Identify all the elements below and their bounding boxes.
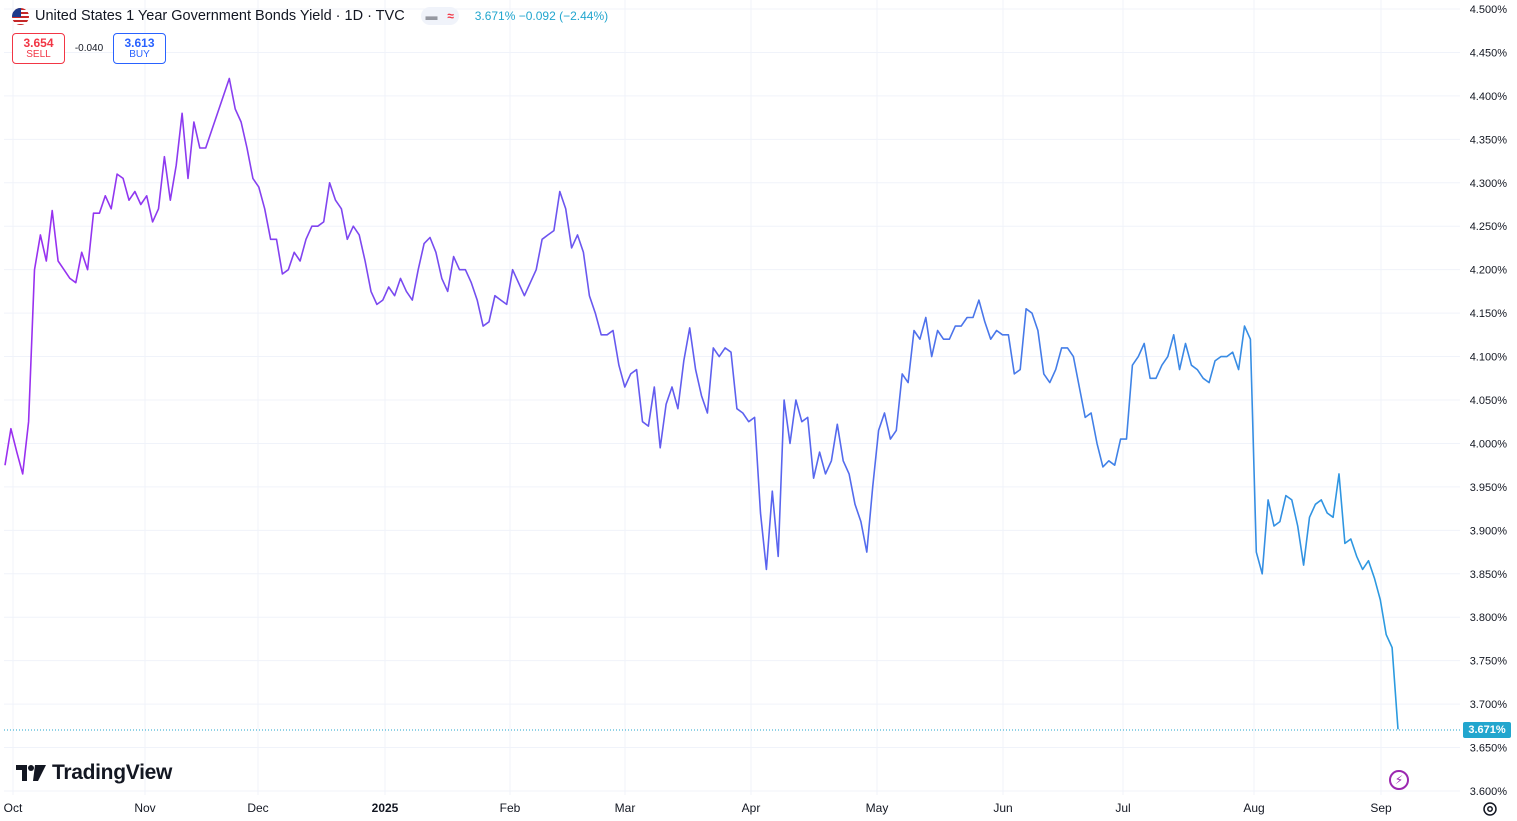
y-tick-label: 3.600% [1470, 786, 1508, 798]
x-tick-label: Apr [742, 801, 761, 815]
x-axis[interactable]: Oct Nov Dec 2025 Feb Mar Apr May Jun Jul Aug Sep [4, 801, 1392, 815]
y-tick-label: 4.400% [1470, 91, 1508, 103]
x-tick-label: Jun [993, 801, 1012, 815]
y-tick-label: 3.750% [1470, 656, 1508, 668]
equal-icon: ▬ [425, 9, 438, 23]
y-tick-label: 4.050% [1470, 395, 1508, 407]
x-tick-label: Oct [4, 801, 23, 815]
y-tick-label: 4.450% [1470, 47, 1508, 59]
y-tick-label: 3.900% [1470, 525, 1508, 537]
last-price-label: 3.671% [1463, 722, 1511, 738]
x-tick-label: Sep [1370, 801, 1392, 815]
y-tick-label: 3.950% [1470, 482, 1508, 494]
x-tick-label: Nov [134, 801, 155, 815]
tradingview-logo-icon [16, 765, 46, 781]
y-tick-label: 4.300% [1470, 178, 1508, 190]
approx-icon: ≈ [447, 9, 454, 23]
x-tick-label: Mar [615, 801, 636, 815]
series-line [4, 77, 1399, 730]
tradingview-logo[interactable]: TradingView [16, 761, 172, 785]
y-tick-label: 3.700% [1470, 699, 1508, 711]
brand-name: TradingView [52, 761, 173, 784]
y-tick-label: 4.200% [1470, 265, 1508, 277]
y-tick-label: 3.850% [1470, 569, 1508, 581]
compare-pill[interactable]: ▬ ≈ [420, 7, 459, 25]
y-tick-label: 4.500% [1470, 4, 1508, 16]
buy-button[interactable]: 3.613 BUY [113, 33, 166, 64]
y-tick-label: 4.000% [1470, 438, 1508, 450]
sell-label: SELL [26, 48, 51, 60]
sell-price: 3.654 [23, 35, 54, 50]
grid [4, 0, 1460, 795]
y-tick-label: 4.350% [1470, 134, 1508, 146]
last-values: 3.671% −0.092 (−2.44%) [474, 9, 609, 23]
x-tick-label: 2025 [372, 801, 399, 815]
x-tick-label: Dec [247, 801, 268, 815]
y-tick-label: 4.150% [1470, 308, 1508, 320]
us-flag-icon [12, 7, 29, 25]
gear-icon[interactable] [1481, 800, 1499, 818]
y-tick-label: 4.250% [1470, 221, 1508, 233]
y-axis[interactable]: 4.500% 4.450% 4.400% 4.350% 4.300% 4.250% 4.20… [1470, 4, 1508, 798]
trade-panel: 3.654 SELL -0.040 3.613 BUY [12, 33, 166, 64]
chart-legend: United States 1 Year Government Bonds Yi… [12, 6, 608, 26]
y-tick-label: 3.650% [1470, 743, 1508, 755]
x-tick-label: Aug [1243, 801, 1264, 815]
flash-icon[interactable]: ⚡ [1389, 770, 1409, 790]
x-tick-label: Jul [1115, 801, 1130, 815]
y-tick-label: 3.800% [1470, 612, 1508, 624]
x-tick-label: Feb [500, 801, 521, 815]
buy-price: 3.613 [124, 35, 155, 50]
x-tick-label: May [866, 801, 889, 815]
sell-button[interactable]: 3.654 SELL [12, 33, 65, 64]
spread-value: -0.040 [74, 43, 104, 54]
y-tick-label: 4.100% [1470, 352, 1508, 364]
symbol-title[interactable]: United States 1 Year Government Bonds Yi… [35, 8, 405, 24]
buy-label: BUY [129, 48, 150, 60]
